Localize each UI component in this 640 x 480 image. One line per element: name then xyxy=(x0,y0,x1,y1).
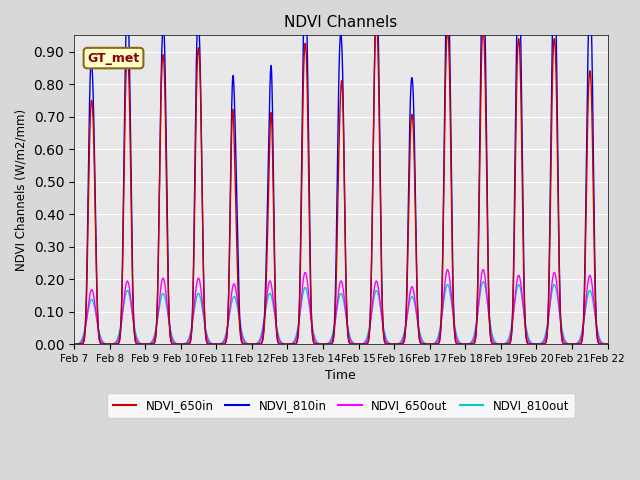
Text: GT_met: GT_met xyxy=(88,51,140,65)
Legend: NDVI_650in, NDVI_810in, NDVI_650out, NDVI_810out: NDVI_650in, NDVI_810in, NDVI_650out, NDV… xyxy=(107,393,575,418)
X-axis label: Time: Time xyxy=(326,370,356,383)
Title: NDVI Channels: NDVI Channels xyxy=(284,15,397,30)
Y-axis label: NDVI Channels (W/m2/mm): NDVI Channels (W/m2/mm) xyxy=(15,108,28,271)
